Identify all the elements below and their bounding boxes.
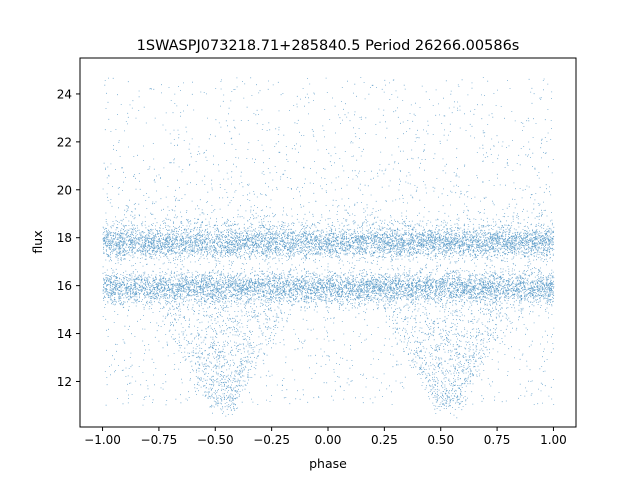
x-tick-label: −1.00 bbox=[84, 433, 121, 447]
x-tick-label: 0.00 bbox=[315, 433, 342, 447]
y-tick-label: 24 bbox=[57, 87, 72, 101]
x-axis-ticks: −1.00 −0.75 −0.50 −0.25 0.00 0.25 0.50 0.75 1.00 bbox=[84, 427, 567, 447]
y-axis-label: flux bbox=[30, 230, 45, 253]
y-axis-ticks: 12 14 16 18 20 22 24 bbox=[57, 87, 80, 389]
chart-title: 1SWASPJ073218.71+285840.5 Period 26266.0… bbox=[137, 38, 520, 54]
x-tick-label: −0.75 bbox=[141, 433, 178, 447]
y-tick-label: 12 bbox=[57, 375, 72, 389]
x-tick-label: 1.00 bbox=[540, 433, 567, 447]
y-tick-label: 18 bbox=[57, 231, 72, 245]
x-tick-label: −0.50 bbox=[197, 433, 234, 447]
y-tick-label: 14 bbox=[57, 327, 72, 341]
data-points bbox=[102, 77, 555, 419]
x-tick-label: −0.25 bbox=[253, 433, 290, 447]
y-tick-label: 20 bbox=[57, 183, 72, 197]
x-tick-label: 0.50 bbox=[427, 433, 454, 447]
flux-points bbox=[102, 77, 555, 419]
plot-area-frame bbox=[79, 57, 577, 428]
y-tick-label: 22 bbox=[57, 135, 72, 149]
y-tick-label: 16 bbox=[57, 279, 72, 293]
x-tick-label: 0.75 bbox=[484, 433, 511, 447]
x-tick-label: 0.25 bbox=[371, 433, 398, 447]
x-axis-label: phase bbox=[309, 456, 347, 471]
